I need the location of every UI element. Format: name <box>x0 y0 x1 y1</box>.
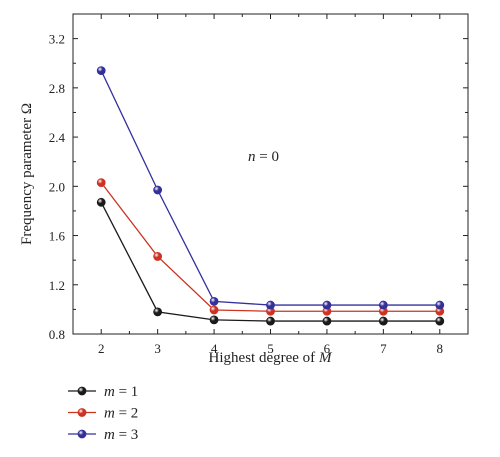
x-tick-label: 7 <box>380 341 387 356</box>
x-axis-label-var: M <box>318 350 333 366</box>
y-tick-label: 2.0 <box>49 179 65 194</box>
y-axis-label: Frequency parameter Ω <box>19 103 35 245</box>
data-point <box>322 300 332 310</box>
data-point <box>435 316 445 326</box>
legend-label: m = 3 <box>104 427 138 443</box>
x-axis: 2 3 4 5 6 7 8 <box>98 14 443 356</box>
data-point <box>378 300 388 310</box>
legend-marker <box>77 408 87 417</box>
annotation-var: n <box>248 149 256 165</box>
series-line <box>100 182 440 312</box>
data-point <box>322 316 332 326</box>
data-point <box>209 296 219 306</box>
x-tick-label: 5 <box>267 341 274 356</box>
y-tick-label: 1.2 <box>49 278 65 293</box>
annotation-eq: = 0 <box>256 149 279 165</box>
x-tick-label: 8 <box>437 341 444 356</box>
series-layer <box>96 66 445 326</box>
annotation-n: n = 0 <box>248 149 279 165</box>
y-tick-label: 3.2 <box>49 32 65 47</box>
x-tick-label: 6 <box>324 341 331 356</box>
legend-marker <box>77 429 87 439</box>
series-line <box>100 70 440 306</box>
data-point <box>96 66 106 76</box>
y-tick-label: 1.6 <box>49 229 66 244</box>
x-tick-label: 4 <box>211 341 218 356</box>
data-point <box>96 178 106 188</box>
data-point <box>153 252 163 261</box>
plot-frame <box>72 13 469 335</box>
x-tick-label: 2 <box>98 341 105 356</box>
legend: m = 1 m = 2 m = 3 <box>68 384 138 443</box>
data-point <box>153 307 163 317</box>
legend-label: m = 1 <box>104 384 138 400</box>
data-point <box>209 315 219 325</box>
x-axis-label-text: Highest degree of <box>209 350 319 366</box>
y-tick-label: 2.8 <box>49 81 65 96</box>
x-tick-label: 3 <box>154 341 161 356</box>
data-point <box>153 185 163 195</box>
data-point <box>266 300 275 310</box>
legend-label: m = 2 <box>104 406 138 422</box>
x-axis-label: Highest degree of M <box>209 350 333 366</box>
y-tick-label: 0.8 <box>49 327 65 342</box>
data-point <box>435 300 445 310</box>
y-axis: 0.8 1.2 1.6 2.0 2.4 2.8 3.2 <box>49 32 468 342</box>
legend-marker <box>77 386 87 396</box>
data-point <box>96 197 106 207</box>
data-point <box>209 305 219 315</box>
y-tick-label: 2.4 <box>49 130 66 145</box>
data-point <box>378 316 388 326</box>
data-point <box>266 316 275 326</box>
